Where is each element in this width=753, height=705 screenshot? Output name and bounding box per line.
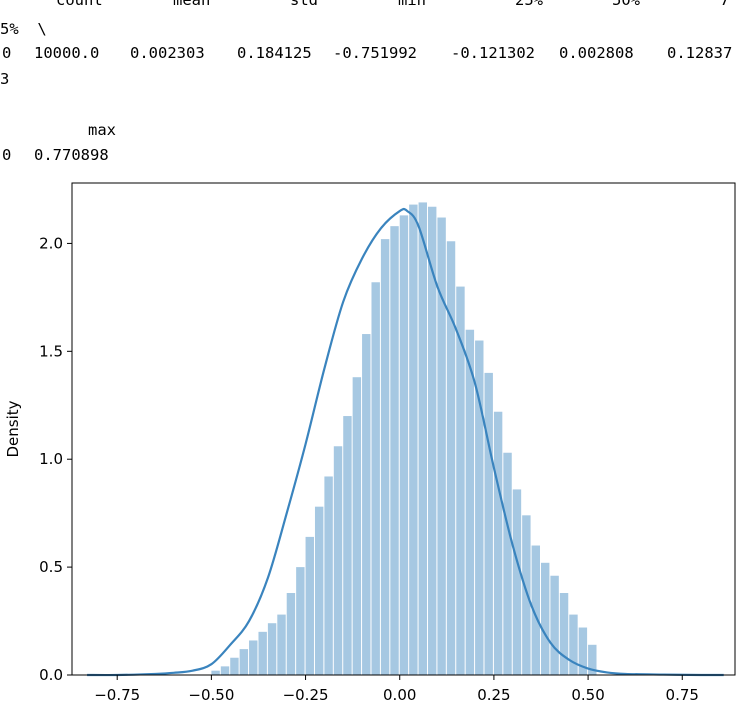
histogram-bar bbox=[418, 202, 427, 676]
value-50: 0.002808 bbox=[559, 44, 634, 62]
col-header-50: 50% bbox=[612, 0, 640, 9]
value-max: 0.770898 bbox=[34, 146, 109, 164]
histogram-bar bbox=[362, 334, 371, 675]
wrap-line-1: 5% \ bbox=[0, 20, 47, 38]
histogram-bar bbox=[286, 593, 296, 675]
y-tick-label: 1.5 bbox=[39, 342, 63, 360]
x-tick-label: −0.75 bbox=[94, 686, 140, 704]
histogram-bar bbox=[371, 282, 380, 675]
y-axis: 0.0 0.5 1.0 1.5 2.0 bbox=[39, 234, 72, 684]
histogram-bar bbox=[267, 623, 277, 675]
histogram-bars bbox=[211, 202, 597, 676]
col-header-75-partial: 7 bbox=[720, 0, 730, 9]
histogram-bar bbox=[220, 666, 230, 675]
histogram-bar bbox=[380, 239, 390, 676]
histogram-bar bbox=[390, 226, 399, 675]
col-header-mean: mean bbox=[173, 0, 211, 9]
value-75-partial: 0.12837 bbox=[667, 44, 733, 62]
col-header-count: count bbox=[56, 0, 103, 9]
histogram-bar bbox=[333, 446, 343, 675]
x-axis: −0.75 −0.50 −0.25 0.00 0.25 0.50 0.75 bbox=[94, 675, 699, 704]
histogram-bar bbox=[239, 649, 249, 675]
value-count: 10000.0 bbox=[34, 44, 100, 62]
histogram-bar bbox=[550, 575, 559, 675]
histogram-bar bbox=[314, 506, 324, 675]
col-header-max: max bbox=[88, 121, 116, 139]
x-tick-label: −0.25 bbox=[283, 686, 329, 704]
histogram-bar bbox=[305, 536, 314, 675]
value-min: -0.751992 bbox=[333, 44, 417, 62]
x-tick-label: 0.00 bbox=[383, 686, 416, 704]
y-axis-label: Density bbox=[4, 400, 22, 457]
x-tick-label: 0.25 bbox=[477, 686, 510, 704]
histogram-bar bbox=[446, 241, 456, 675]
x-tick-label: −0.50 bbox=[188, 686, 234, 704]
histogram-bar bbox=[512, 489, 522, 675]
histogram-bar bbox=[437, 217, 446, 675]
histogram-bar bbox=[427, 206, 437, 676]
value-std: 0.184125 bbox=[237, 44, 312, 62]
histogram-bar bbox=[277, 614, 286, 675]
histogram-bar bbox=[531, 545, 540, 675]
y-tick-label: 1.0 bbox=[39, 450, 63, 468]
value-mean: 0.002303 bbox=[130, 44, 205, 62]
histogram-bar bbox=[324, 476, 333, 675]
histogram-bar bbox=[559, 593, 569, 675]
histogram-bar bbox=[493, 411, 503, 675]
kde-curve bbox=[87, 207, 724, 677]
histogram-bar bbox=[503, 452, 512, 675]
histogram-bar bbox=[475, 340, 484, 675]
col-header-25: 25% bbox=[515, 0, 543, 9]
density-histogram-chart: −0.75 −0.50 −0.25 0.00 0.25 0.50 0.75 0.0 0.5 1.… bbox=[4, 182, 736, 704]
histogram-bar bbox=[456, 286, 465, 675]
histogram-bar bbox=[249, 640, 258, 675]
histogram-bar bbox=[409, 204, 418, 675]
histogram-bar bbox=[522, 515, 531, 675]
histogram-bar bbox=[541, 562, 550, 675]
col-header-std: std bbox=[290, 0, 318, 9]
histogram-bar bbox=[230, 657, 239, 675]
plot-frame bbox=[71, 182, 736, 676]
max-row-index: 0 bbox=[2, 146, 12, 164]
col-header-min: min bbox=[398, 0, 426, 9]
wrap-line-2: 3 bbox=[0, 70, 10, 88]
y-tick-label: 0.5 bbox=[39, 558, 63, 576]
histogram-bar bbox=[465, 329, 475, 675]
histogram-bar bbox=[399, 215, 409, 675]
y-tick-label: 0.0 bbox=[39, 666, 63, 684]
histogram-bar bbox=[588, 644, 597, 675]
histogram-bar bbox=[352, 377, 362, 675]
histogram-bar bbox=[296, 567, 305, 675]
histogram-bar bbox=[484, 372, 493, 675]
y-tick-label: 2.0 bbox=[39, 234, 63, 252]
x-tick-label: 0.75 bbox=[666, 686, 699, 704]
value-25: -0.121302 bbox=[451, 44, 535, 62]
histogram-bar bbox=[258, 631, 267, 675]
histogram-bar bbox=[211, 670, 220, 675]
x-tick-label: 0.50 bbox=[571, 686, 604, 704]
histogram-bar bbox=[578, 627, 588, 675]
histogram-bar bbox=[343, 416, 352, 675]
histogram-bar bbox=[569, 614, 578, 675]
row-index: 0 bbox=[2, 44, 12, 62]
